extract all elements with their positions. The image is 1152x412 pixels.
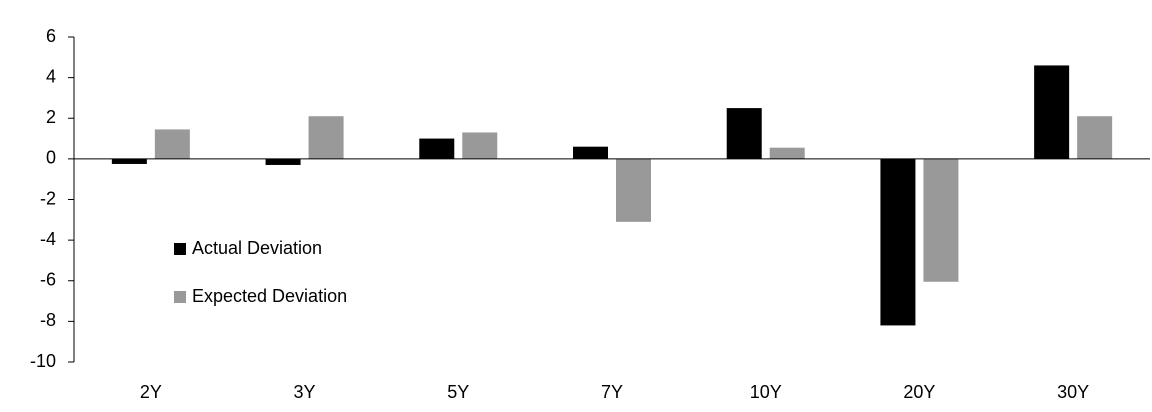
bar xyxy=(769,147,805,159)
bar xyxy=(726,108,762,159)
y-tick-label: 6 xyxy=(46,26,56,46)
y-tick-label: -6 xyxy=(40,270,56,290)
y-tick-label: -8 xyxy=(40,310,56,330)
bar xyxy=(1077,116,1113,159)
legend-label: Actual Deviation xyxy=(192,238,322,258)
x-tick-label: 30Y xyxy=(1057,382,1089,402)
legend-swatch xyxy=(174,243,186,255)
bar xyxy=(1034,65,1070,159)
bar xyxy=(462,132,498,159)
bar xyxy=(573,146,608,159)
y-tick-label: -10 xyxy=(30,351,56,371)
x-tick-label: 7Y xyxy=(601,382,623,402)
x-tick-label: 5Y xyxy=(447,382,469,402)
bar xyxy=(111,158,147,164)
x-tick-label: 3Y xyxy=(294,382,316,402)
x-tick-label: 20Y xyxy=(903,382,935,402)
legend-label: Expected Deviation xyxy=(192,286,347,306)
bar xyxy=(308,116,344,159)
bar xyxy=(880,158,916,326)
bar xyxy=(419,138,455,159)
bar xyxy=(923,158,959,282)
y-tick-label: 2 xyxy=(46,107,56,127)
legend-swatch xyxy=(174,291,186,303)
y-tick-label: 4 xyxy=(46,66,56,86)
x-tick-label: 10Y xyxy=(750,382,782,402)
y-tick-label: 0 xyxy=(46,148,56,168)
x-tick-label: 2Y xyxy=(140,382,162,402)
y-tick-label: -2 xyxy=(40,188,56,208)
bar xyxy=(154,129,190,159)
y-tick-label: -4 xyxy=(40,229,56,249)
bar xyxy=(616,158,651,222)
bar xyxy=(265,158,301,165)
